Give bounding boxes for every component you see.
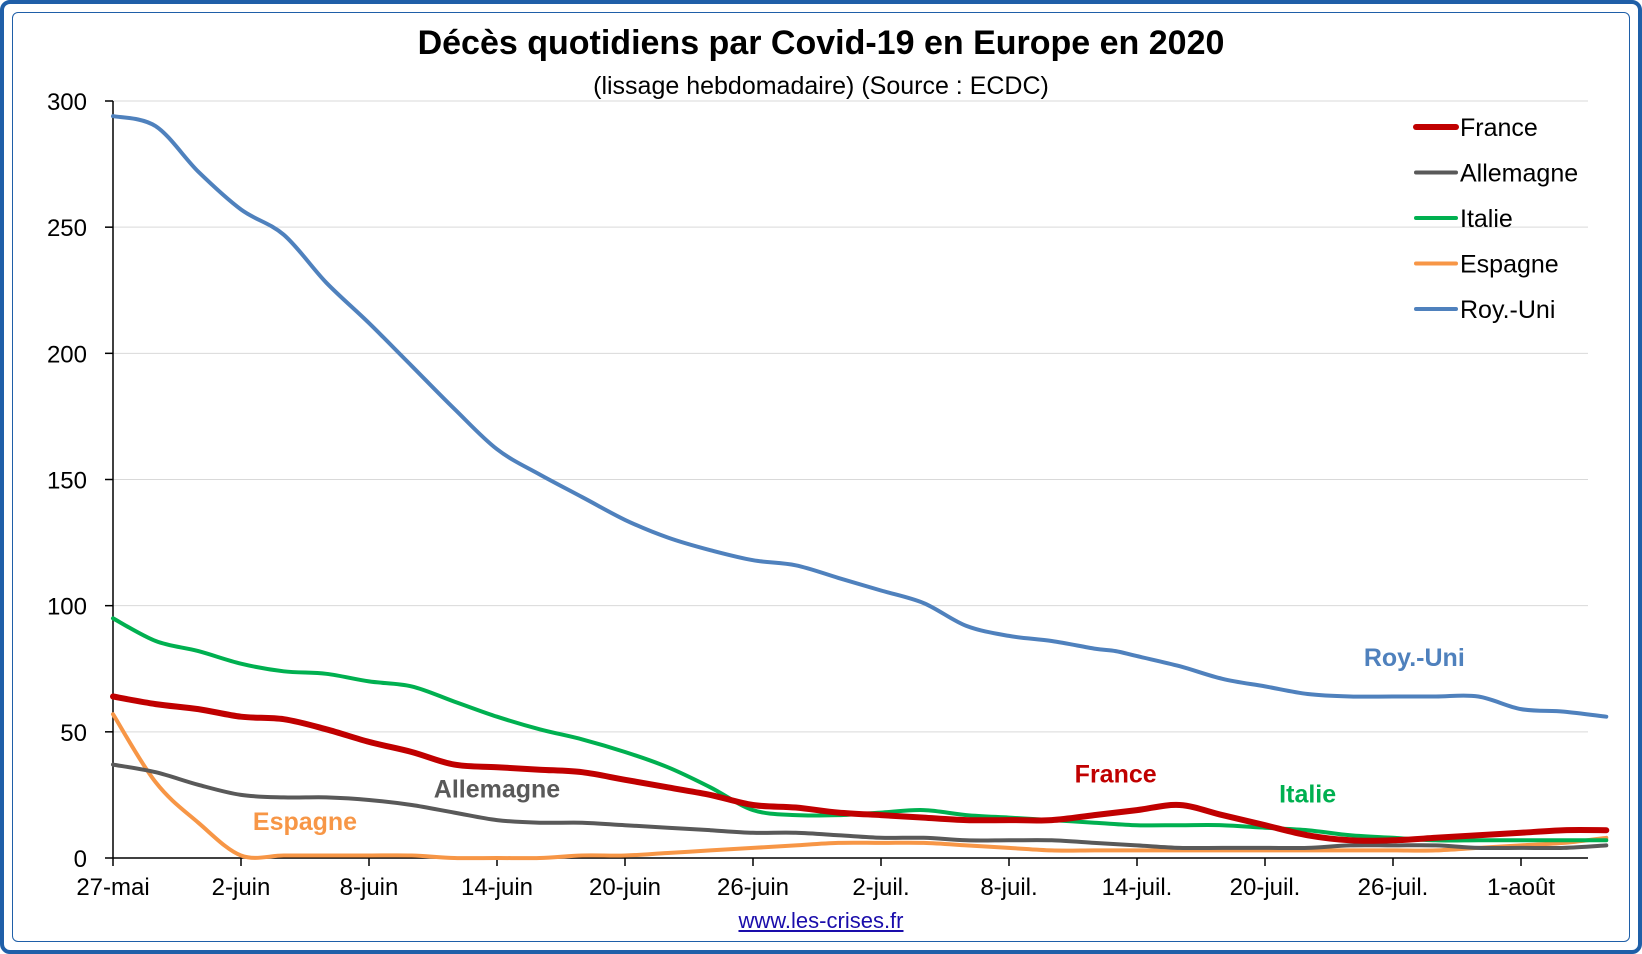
x-tick-label-2-juin: 2-juin [212, 874, 271, 901]
legend-label-france: France [1460, 114, 1538, 142]
x-tick-label-8-juin: 8-juin [340, 874, 399, 901]
chart-subtitle: (lissage hebdomadaire) (Source : ECDC) [593, 72, 1049, 100]
legend: France Allemagne Italie Espagne Roy.-Uni [1413, 114, 1578, 324]
series-label-italie: Italie [1279, 780, 1336, 808]
legend-label-roy-uni: Roy.-Uni [1460, 296, 1555, 324]
series-inline-labels: France Allemagne Italie Espagne Roy.-Uni [253, 644, 1465, 836]
series-line-espagne [111, 712, 1609, 861]
series-label-france: France [1075, 760, 1157, 788]
y-tick-label-0: 0 [74, 846, 87, 873]
x-tick-label-26-juil: 26-juil. [1358, 874, 1429, 901]
series-line-allemagne [111, 762, 1609, 851]
legend-label-italie: Italie [1460, 205, 1513, 233]
y-tick-label-50: 50 [60, 720, 87, 747]
chart-title: Décès quotidiens par Covid-19 en Europe … [418, 24, 1225, 62]
legend-label-allemagne: Allemagne [1460, 160, 1578, 188]
x-tick-label-14-juin: 14-juin [461, 874, 533, 901]
series-lines [110, 114, 1610, 861]
series-label-espagne: Espagne [253, 808, 357, 836]
series-line-roy-uni [111, 114, 1609, 719]
chart-inner-border [12, 12, 1630, 942]
y-tick-label-300: 300 [47, 89, 87, 116]
x-tick-label-26-juin: 26-juin [717, 874, 789, 901]
series-label-allemagne: Allemagne [434, 775, 561, 803]
y-tick-label-200: 200 [47, 341, 87, 368]
axes: 0 50 100 150 200 250 300 27-mai 2-juin 8-juin 14-j… [47, 89, 1588, 901]
x-tick-label-27-mai: 27-mai [76, 874, 149, 901]
series-label-roy-uni: Roy.-Uni [1364, 644, 1465, 672]
x-tick-label-1-aout: 1-août [1487, 874, 1555, 901]
x-tick-label-20-juin: 20-juin [589, 874, 661, 901]
legend-label-espagne: Espagne [1460, 251, 1559, 279]
x-tick-label-20-juil: 20-juil. [1230, 874, 1301, 901]
x-tick-label-8-juil: 8-juil. [980, 874, 1037, 901]
x-tick-label-2-juil: 2-juil. [852, 874, 909, 901]
grid-lines [113, 100, 1588, 733]
source-link[interactable]: www.les-crises.fr [738, 908, 904, 933]
x-tick-label-14-juil: 14-juil. [1102, 874, 1173, 901]
series-line-france [110, 693, 1610, 844]
y-tick-label-150: 150 [47, 468, 87, 495]
y-tick-label-100: 100 [47, 594, 87, 621]
y-tick-label-250: 250 [47, 215, 87, 242]
